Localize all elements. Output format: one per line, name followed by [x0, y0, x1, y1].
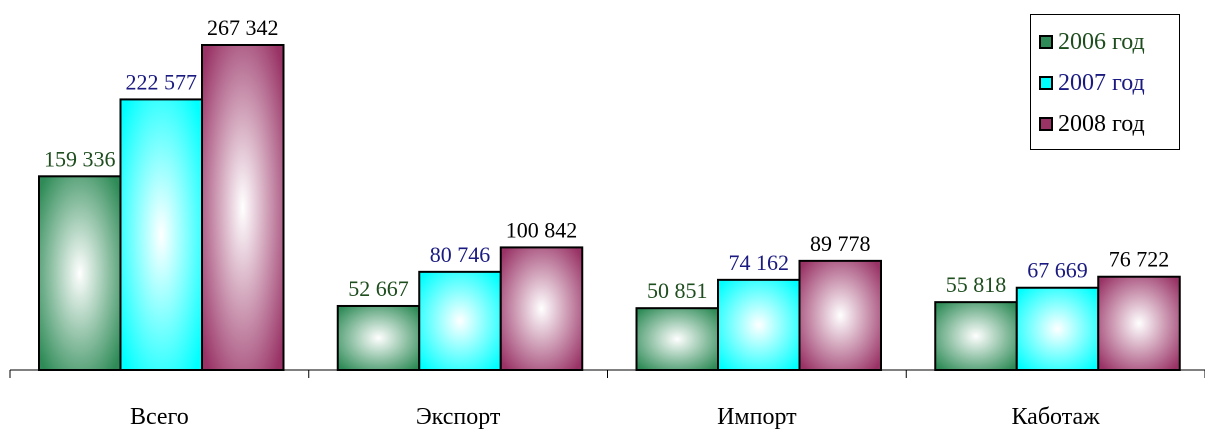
bar — [38, 175, 122, 371]
legend-label-2006: 2006 год — [1058, 29, 1145, 55]
data-label: 76 722 — [1109, 247, 1170, 272]
data-label: 222 577 — [126, 69, 198, 94]
data-label: 50 851 — [647, 278, 708, 303]
data-label: 52 667 — [348, 276, 409, 301]
legend-swatch-2006 — [1039, 35, 1053, 49]
legend: 2006 год 2007 год 2008 год — [1030, 14, 1180, 150]
bar — [798, 259, 882, 372]
bar — [201, 44, 285, 371]
bar — [1097, 275, 1181, 371]
data-label: 89 778 — [810, 231, 871, 256]
labels-layer: Всего 159 336 222 577 267 342 Экспорт 52 667 8… — [44, 15, 1169, 430]
legend-item-2006: 2006 год — [1039, 27, 1145, 57]
legend-swatch-2007 — [1039, 76, 1053, 90]
data-label: 100 842 — [506, 217, 578, 242]
bar — [499, 246, 584, 371]
bar — [717, 278, 801, 371]
data-label: 159 336 — [44, 146, 116, 171]
x-axis — [9, 369, 1205, 378]
legend-label-2007: 2007 год — [1058, 70, 1145, 96]
bar — [336, 304, 421, 372]
data-label: 74 162 — [729, 250, 790, 275]
category-label: Экспорт — [416, 404, 501, 430]
legend-swatch-2008 — [1039, 117, 1053, 131]
bars-layer — [38, 44, 1181, 372]
data-label: 80 746 — [430, 242, 491, 267]
bar — [1015, 286, 1100, 371]
bar — [934, 301, 1018, 371]
category-label: Каботаж — [1011, 404, 1100, 430]
legend-item-2008: 2008 год — [1039, 109, 1145, 139]
data-label: 55 818 — [946, 272, 1007, 297]
data-label: 67 669 — [1027, 258, 1088, 283]
data-label: 267 342 — [207, 15, 279, 40]
bar — [418, 270, 502, 372]
legend-label-2008: 2008 год — [1058, 111, 1145, 137]
bar — [119, 98, 203, 371]
legend-item-2007: 2007 год — [1039, 68, 1145, 98]
category-label: Всего — [130, 404, 189, 430]
bar — [635, 307, 719, 371]
category-label: Импорт — [717, 404, 797, 430]
